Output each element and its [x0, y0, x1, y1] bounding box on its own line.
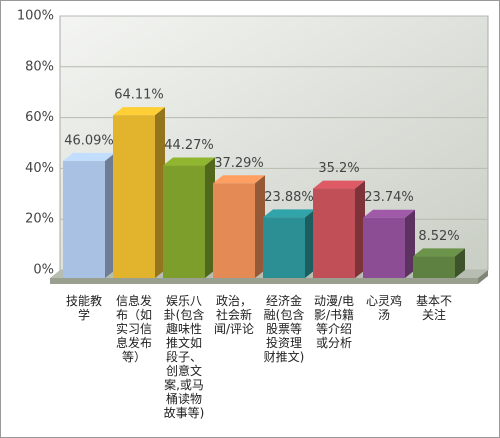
x-tick-label: 信息发布（如实习信息发布等） — [115, 294, 152, 364]
bar-side — [355, 180, 365, 278]
bar — [363, 217, 405, 278]
bar-side — [455, 248, 465, 278]
bar-top — [263, 209, 315, 218]
bar-side — [255, 175, 265, 278]
bar-top — [113, 107, 165, 116]
floor-side — [478, 270, 488, 284]
bar-side — [155, 107, 165, 278]
bar — [163, 165, 205, 278]
x-tick-label: 技能教学 — [65, 294, 102, 322]
x-tick-label: 政治，社会新闻/评论 — [213, 294, 255, 336]
y-tick-label: 0% — [33, 263, 54, 278]
value-label: 35.2% — [318, 161, 359, 176]
bar — [63, 160, 105, 278]
y-tick-label: 40% — [25, 161, 54, 176]
x-tick-label: 心灵鸡汤 — [365, 294, 402, 322]
value-label: 23.74% — [364, 190, 414, 205]
bar — [313, 188, 355, 278]
value-label: 37.29% — [214, 156, 264, 171]
value-label: 44.27% — [164, 138, 214, 153]
value-label: 8.52% — [418, 229, 459, 244]
bar-top — [413, 248, 465, 257]
bar-side — [105, 152, 115, 278]
y-tick-label: 80% — [25, 59, 54, 74]
bar-side — [305, 209, 315, 278]
bar-top — [363, 209, 415, 218]
y-tick-label: 20% — [25, 212, 54, 227]
bar — [113, 115, 155, 278]
y-tick-label: 60% — [25, 110, 54, 125]
x-tick-label: 经济金融(包含股票等投资理财推文) — [263, 294, 305, 364]
bar — [213, 183, 255, 278]
floor-front — [50, 278, 478, 284]
bar — [263, 217, 305, 278]
bar-side — [205, 157, 215, 278]
x-tick-label: 动漫/电影/书籍等介绍或分析 — [313, 294, 355, 350]
x-tick-label: 基本不关注 — [415, 294, 452, 322]
bar-top — [313, 180, 365, 189]
value-label: 64.11% — [114, 88, 164, 103]
value-label: 46.09% — [64, 133, 114, 148]
bar-side — [405, 209, 415, 278]
bar-top — [163, 157, 215, 166]
y-tick-label: 100% — [17, 9, 54, 24]
bar-top — [213, 175, 265, 184]
value-label: 23.88% — [264, 190, 314, 205]
bar — [413, 256, 455, 278]
bar-top — [63, 152, 115, 161]
x-tick-label: 娱乐八卦(包含趣味性推文如段子、创意文案,或马桶读物故事等) — [163, 294, 205, 420]
